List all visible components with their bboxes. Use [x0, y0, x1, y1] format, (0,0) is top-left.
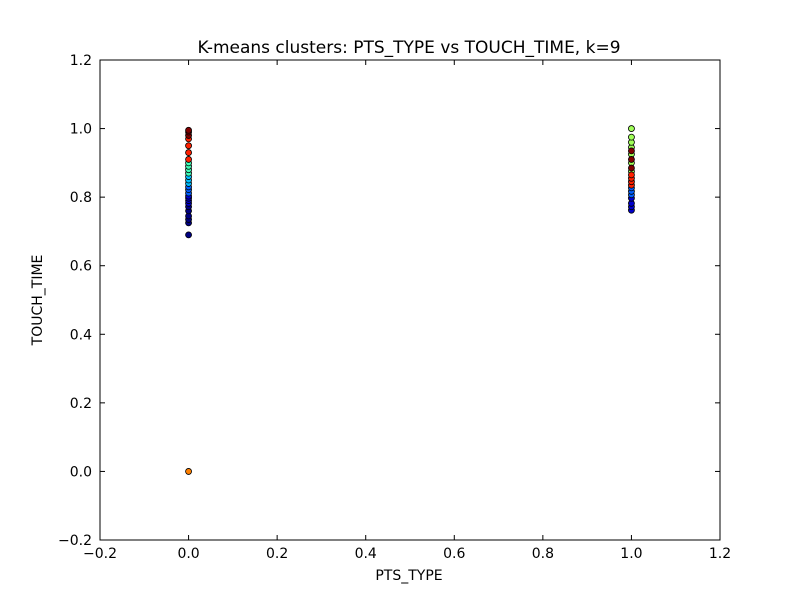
data-point-cluster-8: [185, 126, 192, 134]
chart-title: K-means clusters: PTS_TYPE vs TOUCH_TIME…: [197, 38, 620, 58]
data-point-cluster-8: [628, 147, 635, 155]
x-axis-label: PTS_TYPE: [375, 568, 442, 584]
x-tick-label: −0.2: [83, 546, 117, 562]
y-axis-label: TOUCH_TIME: [30, 255, 46, 347]
data-point-cluster-7: [628, 171, 635, 179]
x-tick-label: 1.0: [620, 546, 642, 562]
x-tick-label: 0.8: [532, 546, 554, 562]
data-point-cluster-7: [185, 149, 192, 156]
y-tick-label: 0.2: [70, 396, 92, 412]
x-tick-label: 0.0: [177, 546, 199, 562]
plot-area: [100, 60, 720, 540]
data-point-cluster-8: [628, 156, 635, 163]
data-point-cluster-5: [628, 125, 635, 132]
data-point-cluster-7: [185, 142, 192, 150]
y-tick-label: 0.8: [70, 190, 92, 206]
y-tick-label: 1.2: [70, 53, 92, 69]
y-tick-label: −0.2: [58, 533, 92, 549]
x-tick-label: 0.2: [266, 546, 288, 562]
y-tick-label: 1.0: [70, 122, 92, 138]
data-point-cluster-0: [185, 231, 192, 239]
y-tick-label: 0.0: [70, 464, 92, 480]
x-tick-label: 0.6: [443, 546, 465, 562]
x-tick-label: 1.2: [709, 546, 731, 562]
data-points: [185, 125, 635, 475]
tick-group: −0.2 0.0 0.2 0.4 0.6 0.8 1.0 1.2 −0.2 0.0 0.2 0.4 0.…: [58, 53, 731, 562]
y-tick-label: 0.4: [70, 327, 92, 343]
plot-frame: [99, 59, 721, 541]
y-tick-label: 0.6: [70, 259, 92, 275]
data-point-cluster-5: [628, 133, 635, 141]
data-point-cluster-7: [185, 156, 192, 163]
x-tick-label: 0.4: [355, 546, 377, 562]
data-point-cluster-8: [628, 164, 635, 172]
data-point-cluster-6: [185, 468, 192, 475]
